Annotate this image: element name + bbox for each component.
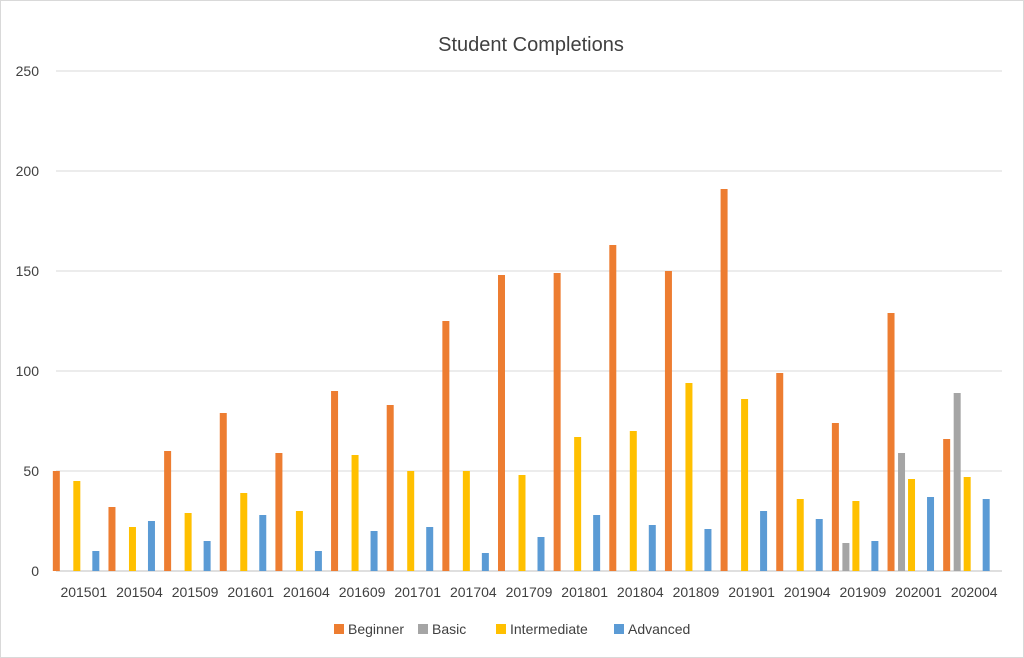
bar-beginner — [331, 391, 339, 571]
bar-intermediate — [240, 493, 248, 571]
bar-beginner — [275, 453, 283, 571]
x-axis-ticks: 201501 201504 201509 201601 201604 201609 2017… — [60, 584, 997, 600]
bar-beginner — [776, 373, 784, 571]
bar-advanced — [648, 525, 656, 571]
legend: Beginner Basic Intermediate Advanced — [334, 621, 690, 637]
bar-intermediate — [184, 513, 192, 571]
bar-advanced — [259, 515, 267, 571]
bar-advanced — [203, 541, 211, 571]
bar-intermediate — [852, 501, 860, 571]
x-tick-label: 201904 — [784, 584, 831, 600]
x-tick-label: 201704 — [450, 584, 497, 600]
bar-beginner — [52, 471, 60, 571]
bar-intermediate — [351, 455, 359, 571]
x-tick-label: 201809 — [673, 584, 720, 600]
bar-intermediate — [295, 511, 303, 571]
x-tick-label: 201601 — [227, 584, 274, 600]
bar-beginner — [386, 405, 394, 571]
bar-advanced — [982, 499, 990, 571]
bar-advanced — [537, 537, 545, 571]
x-tick-label: 201909 — [840, 584, 887, 600]
legend-swatch-advanced — [614, 624, 624, 634]
bar-advanced — [593, 515, 601, 571]
bar-advanced — [871, 541, 879, 571]
bar-intermediate — [128, 527, 136, 571]
bar-beginner — [831, 423, 839, 571]
x-tick-label: 202004 — [951, 584, 998, 600]
x-tick-label: 201709 — [506, 584, 553, 600]
bar-intermediate — [462, 471, 470, 571]
bar-intermediate — [407, 471, 415, 571]
bar-advanced — [92, 551, 100, 571]
legend-label-advanced: Advanced — [628, 621, 690, 637]
x-tick-label: 201604 — [283, 584, 330, 600]
x-tick-label: 202001 — [895, 584, 942, 600]
y-axis-ticks: 0 50 100 150 200 250 — [16, 63, 40, 579]
bar-beginner — [720, 189, 728, 571]
bar-basic — [953, 393, 961, 571]
bar-intermediate — [796, 499, 804, 571]
bar-intermediate — [518, 475, 526, 571]
bars — [52, 189, 990, 571]
bar-advanced — [927, 497, 935, 571]
bar-beginner — [498, 275, 505, 571]
bar-beginner — [442, 321, 450, 571]
bar-advanced — [704, 529, 712, 571]
x-tick-label: 201509 — [172, 584, 219, 600]
y-tick-label: 250 — [16, 63, 40, 79]
y-tick-label: 200 — [16, 163, 40, 179]
bar-basic — [842, 543, 850, 571]
bar-beginner — [553, 273, 561, 571]
gridlines — [56, 70, 1002, 572]
legend-label-intermediate: Intermediate — [510, 621, 588, 637]
y-tick-label: 150 — [16, 263, 40, 279]
bar-advanced — [147, 521, 155, 571]
legend-swatch-beginner — [334, 624, 344, 634]
legend-label-beginner: Beginner — [348, 621, 404, 637]
bar-advanced — [815, 519, 823, 571]
bar-advanced — [370, 531, 378, 571]
chart-title: Student Completions — [438, 34, 624, 56]
legend-label-basic: Basic — [432, 621, 466, 637]
x-tick-label: 201901 — [728, 584, 775, 600]
bar-intermediate — [963, 477, 971, 571]
legend-swatch-basic — [418, 624, 428, 634]
y-tick-label: 50 — [23, 463, 39, 479]
bar-intermediate — [73, 481, 81, 571]
x-tick-label: 201701 — [394, 584, 441, 600]
x-tick-label: 201804 — [617, 584, 664, 600]
y-tick-label: 100 — [16, 363, 40, 379]
bar-beginner — [164, 451, 172, 571]
y-tick-label: 0 — [31, 563, 39, 579]
bar-advanced — [426, 527, 434, 571]
bar-intermediate — [908, 479, 916, 571]
legend-swatch-intermediate — [496, 624, 506, 634]
bar-basic — [898, 453, 906, 571]
bar-intermediate — [685, 383, 693, 571]
bar-beginner — [609, 245, 617, 571]
bar-beginner — [219, 413, 227, 571]
x-tick-label: 201501 — [60, 584, 107, 600]
bar-beginner — [664, 271, 672, 571]
bar-advanced — [760, 511, 768, 571]
bar-intermediate — [741, 399, 749, 571]
bar-intermediate — [629, 431, 637, 571]
bar-advanced — [314, 551, 322, 571]
x-tick-label: 201609 — [339, 584, 386, 600]
x-tick-label: 201504 — [116, 584, 163, 600]
bar-beginner — [887, 313, 895, 571]
bar-beginner — [108, 507, 116, 571]
x-tick-label: 201801 — [561, 584, 608, 600]
bar-advanced — [481, 553, 489, 571]
bar-intermediate — [574, 437, 582, 571]
bar-beginner — [943, 439, 951, 571]
